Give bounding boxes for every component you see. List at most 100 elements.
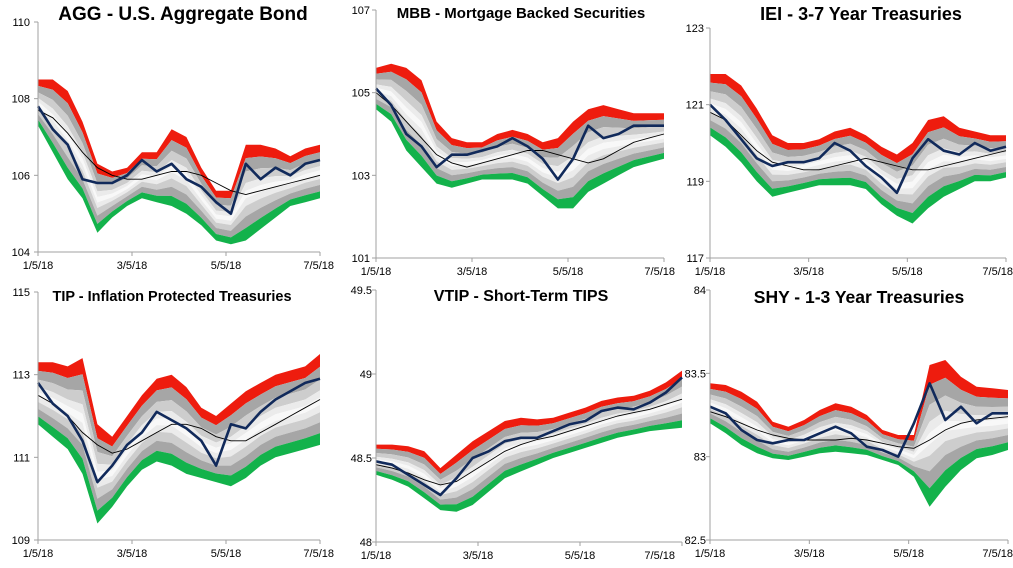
chart-title-tip: TIP - Inflation Protected Treasuries bbox=[52, 289, 291, 305]
x-tick-label-shy: 3/5/18 bbox=[794, 548, 825, 560]
x-tick-label-tip: 7/5/18 bbox=[303, 548, 334, 560]
moving-average-line-vtip bbox=[375, 398, 683, 486]
band-gray-dark-lower-mbb bbox=[376, 98, 664, 200]
x-tick-label-tip: 1/5/18 bbox=[23, 548, 54, 560]
x-tick-label-mbb: 3/5/18 bbox=[457, 266, 488, 278]
band-gray-mid-upper-iei bbox=[710, 91, 1006, 179]
band-core-agg bbox=[38, 101, 320, 221]
chart-title-iei: IEI - 3-7 Year Treasuries bbox=[760, 4, 962, 24]
y-tick-label-mbb: 107 bbox=[352, 5, 370, 17]
plot-area-shy bbox=[709, 360, 1009, 507]
y-tick-label-mbb: 105 bbox=[352, 88, 370, 100]
x-tick-label-agg: 5/5/18 bbox=[211, 260, 242, 272]
band-gray-dark-upper-agg bbox=[38, 85, 320, 206]
y-tick-label-iei: 121 bbox=[686, 100, 704, 112]
y-tick-label-iei: 119 bbox=[686, 176, 704, 188]
x-tick-label-agg: 1/5/18 bbox=[23, 260, 54, 272]
band-gray-light-lower-shy bbox=[710, 405, 1008, 462]
x-tick-label-iei: 1/5/18 bbox=[695, 266, 726, 278]
plot-area-mbb bbox=[375, 63, 665, 209]
y-tick-label-agg: 108 bbox=[12, 94, 30, 106]
band-gray-dark-upper-mbb bbox=[376, 71, 664, 158]
band-gray-dark-upper-vtip bbox=[376, 378, 682, 480]
x-tick-label-tip: 3/5/18 bbox=[117, 548, 148, 560]
band-gray-dark-lower-shy bbox=[710, 413, 1008, 489]
y-tick-label-vtip: 48 bbox=[360, 537, 372, 549]
x-tick-label-mbb: 1/5/18 bbox=[361, 266, 392, 278]
y-tick-label-shy: 84 bbox=[694, 285, 706, 297]
plot-area-agg bbox=[36, 79, 321, 245]
y-tick-label-shy: 83 bbox=[694, 452, 706, 464]
panel-tip: 109 111 113 115 1/5/18 3/5/18 5/5/18 7/5/18 TIP … bbox=[0, 284, 338, 568]
y-tick-label-tip: 113 bbox=[12, 370, 30, 382]
y-tick-label-vtip: 49 bbox=[360, 369, 372, 381]
x-tick-label-shy: 7/5/18 bbox=[982, 548, 1013, 560]
band-gray-light-upper-agg bbox=[38, 97, 320, 217]
x-tick-label-tip: 5/5/18 bbox=[211, 548, 242, 560]
band-core-iei bbox=[710, 103, 1006, 189]
y-tick-label-tip: 111 bbox=[13, 452, 30, 464]
x-tick-label-vtip: 5/5/18 bbox=[565, 550, 596, 562]
band-core-mbb bbox=[376, 87, 664, 178]
x-tick-label-iei: 7/5/18 bbox=[982, 266, 1013, 278]
band-gray-light-lower-mbb bbox=[376, 91, 664, 184]
price-line-agg bbox=[36, 105, 321, 215]
price-line-tip bbox=[36, 377, 321, 484]
chart-vtip: 48 48.5 49 49.5 1/5/18 3/5/18 5/5/18 7/5/18 VTIP… bbox=[351, 285, 683, 562]
price-line-iei bbox=[709, 103, 1007, 195]
panel-iei: 117 119 121 123 1/5/18 3/5/18 5/5/18 7/5/18 IEI … bbox=[676, 0, 1013, 284]
chart-iei: 117 119 121 123 1/5/18 3/5/18 5/5/18 7/5/18 IEI … bbox=[686, 4, 1013, 278]
y-tick-label-agg: 106 bbox=[12, 170, 30, 182]
price-line-shy bbox=[709, 382, 1008, 458]
band-gray-dark-lower-iei bbox=[710, 120, 1006, 213]
band-red-mbb bbox=[376, 63, 664, 150]
y-tick-label-agg: 110 bbox=[12, 17, 30, 29]
y-tick-label-iei: 117 bbox=[686, 253, 704, 265]
x-tick-label-vtip: 3/5/18 bbox=[463, 550, 494, 562]
band-gray-dark-upper-iei bbox=[710, 82, 1006, 172]
band-gray-mid-lower-mbb bbox=[376, 94, 664, 191]
band-gray-mid-upper-mbb bbox=[376, 79, 664, 167]
moving-average-line-iei bbox=[709, 111, 1007, 171]
chart-title-mbb: MBB - Mortgage Backed Securities bbox=[397, 5, 645, 22]
band-gray-light-upper-vtip bbox=[376, 393, 682, 489]
y-tick-label-tip: 115 bbox=[12, 287, 30, 299]
band-red-vtip bbox=[376, 370, 682, 474]
y-tick-label-iei: 123 bbox=[686, 23, 704, 35]
y-tick-label-mbb: 103 bbox=[352, 170, 370, 182]
x-tick-label-mbb: 7/5/18 bbox=[644, 266, 675, 278]
band-green-vtip bbox=[376, 420, 682, 512]
y-tick-label-vtip: 48.5 bbox=[351, 453, 372, 465]
x-tick-label-agg: 3/5/18 bbox=[117, 260, 148, 272]
x-tick-label-agg: 7/5/18 bbox=[303, 260, 334, 272]
x-tick-label-iei: 5/5/18 bbox=[892, 266, 923, 278]
y-tick-label-vtip: 49.5 bbox=[351, 285, 372, 297]
band-gray-dark-lower-vtip bbox=[376, 413, 682, 505]
panel-agg: 104 106 108 110 1/5/18 3/5/18 5/5/18 7/5/18 AGG … bbox=[0, 0, 338, 284]
x-tick-label-vtip: 7/5/18 bbox=[644, 550, 675, 562]
band-green-mbb bbox=[376, 103, 664, 209]
y-tick-label-agg: 104 bbox=[12, 247, 30, 259]
band-gray-mid-upper-vtip bbox=[376, 386, 682, 485]
chart-shy: 82.5 83 83.5 84 1/5/18 3/5/18 5/5/18 7/5/18 SHY … bbox=[685, 285, 1013, 560]
band-gray-mid-lower-vtip bbox=[376, 407, 682, 500]
y-tick-label-shy: 83.5 bbox=[685, 368, 706, 380]
chart-agg: 104 106 108 110 1/5/18 3/5/18 5/5/18 7/5/18 AGG … bbox=[12, 4, 334, 272]
moving-average-line-mbb bbox=[375, 92, 665, 168]
chart-title-shy: SHY - 1-3 Year Treasuries bbox=[754, 287, 965, 307]
band-green-iei bbox=[710, 127, 1006, 224]
band-green-shy bbox=[710, 418, 1008, 507]
chart-mbb: 101 103 105 107 1/5/18 3/5/18 5/5/18 7/5/18 MBB … bbox=[352, 5, 675, 278]
panel-vtip: 48 48.5 49 49.5 1/5/18 3/5/18 5/5/18 7/5/18 VTIP… bbox=[338, 284, 683, 568]
price-line-vtip bbox=[375, 376, 683, 497]
x-tick-label-mbb: 5/5/18 bbox=[553, 266, 584, 278]
band-core-shy bbox=[710, 402, 1008, 459]
plot-area-iei bbox=[709, 74, 1007, 224]
y-tick-label-tip: 109 bbox=[12, 535, 30, 547]
x-tick-label-vtip: 1/5/18 bbox=[361, 550, 392, 562]
chart-title-agg: AGG - U.S. Aggregate Bond bbox=[58, 4, 307, 25]
band-gray-light-lower-vtip bbox=[376, 402, 682, 495]
y-tick-label-shy: 82.5 bbox=[685, 535, 706, 547]
band-red-iei bbox=[710, 74, 1006, 164]
